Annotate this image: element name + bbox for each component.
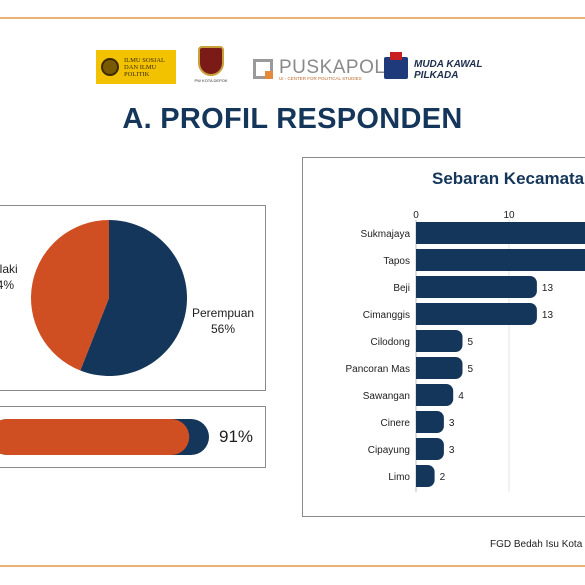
gender-pie-chart (30, 220, 187, 376)
kecamatan-chart-title: Sebaran Kecamata (432, 169, 585, 188)
category-label: Sawangan (363, 391, 410, 402)
bar-base (416, 384, 424, 406)
puskapol-logo: PUSKAPOL UI - CENTER FOR POLITICAL STUDI… (253, 57, 385, 85)
bar-base (416, 276, 424, 298)
progress-fill (0, 419, 190, 455)
bar-sukmajaya (416, 222, 585, 244)
bar-base (416, 303, 424, 325)
pie-slice-0 (80, 220, 187, 376)
pw-logo-caption: PW KOTA DEPOK (194, 78, 228, 83)
category-label: Limo (388, 472, 410, 483)
puskapol-name: PUSKAPOL (279, 57, 386, 78)
pie-slice-name: i-laki (0, 262, 18, 276)
pie-slice-name: Perempuan (192, 306, 255, 320)
category-label: Cimanggis (363, 310, 410, 321)
fisip-logo: ILMU SOSIAL DAN ILMU POLITIK (96, 50, 176, 84)
bar-value-label: 4 (458, 391, 464, 402)
pie-label-perempuan: Perempuan 56% (192, 305, 254, 337)
bar-value-label: 5 (468, 337, 474, 348)
muda-kawal-pilkada-logo: MUDA KAWAL PILKADA (384, 52, 484, 83)
gender-pie-panel: Perempuan 56% i-laki 4% (0, 205, 266, 391)
pie-slice-pct: 56% (211, 322, 236, 336)
pie-label-laki-laki: i-laki 4% (0, 261, 18, 293)
bar-base (416, 357, 424, 379)
bar-value-label: 3 (449, 418, 455, 429)
page-title: A. PROFIL RESPONDEN (122, 103, 463, 135)
bar-value-label: 5 (468, 364, 474, 375)
puskapol-subtitle: UI - CENTER FOR POLITICAL STUDIES (279, 76, 362, 81)
bar-base (416, 438, 424, 460)
bar-value-label: 13 (542, 283, 554, 294)
bar-sawangan (416, 384, 454, 406)
pw-kota-depok-logo: PW KOTA DEPOK (192, 46, 230, 88)
top-rule (0, 17, 585, 19)
footer-text: FGD Bedah Isu Kota (490, 539, 583, 550)
bar-base (416, 222, 424, 244)
category-label: Cipayung (368, 445, 410, 456)
category-label: Cinere (381, 418, 411, 429)
bar-base (416, 411, 424, 433)
bar-pancoran-mas (416, 357, 463, 379)
university-seal-icon (101, 58, 119, 76)
progress-panel (0, 406, 266, 468)
x-tick-label: 0 (413, 210, 419, 221)
category-label: Pancoran Mas (346, 364, 410, 375)
pie-slice-1 (30, 220, 110, 371)
bar-base (416, 330, 424, 352)
bar-value-label: 2 (440, 472, 446, 483)
category-label: Cilodong (371, 337, 410, 348)
category-label: Sukmajaya (361, 229, 411, 240)
x-tick-label: 10 (503, 210, 515, 221)
bar-value-label: 13 (542, 310, 554, 321)
bar-cilodong (416, 330, 463, 352)
bar-value-label: 3 (449, 445, 455, 456)
muda-logo-line1: MUDA KAWAL (414, 59, 483, 70)
category-label: Tapos (383, 256, 410, 267)
kecamatan-bar-chart: 0 10 Sukmajaya Tapos Beji 13 Cimanggis 13 Cilodo… (346, 210, 585, 492)
bottom-rule (0, 565, 585, 567)
bar-cimanggis (416, 303, 537, 325)
bar-base (416, 249, 424, 271)
kecamatan-chart-panel: 0 10 Sukmajaya Tapos Beji 13 Cimanggis 13 Cilodo… (302, 157, 585, 517)
pie-slice-pct: 4% (0, 278, 14, 292)
bar-beji (416, 276, 537, 298)
progress-percent-label: 91% (219, 427, 254, 446)
bar-tapos (416, 249, 585, 271)
ballot-box-icon (384, 52, 408, 79)
category-label: Beji (393, 283, 410, 294)
muda-logo-line2: PILKADA (414, 70, 459, 81)
puskapol-mark-icon (253, 59, 273, 79)
bar-base (416, 465, 424, 487)
shield-icon (198, 46, 224, 76)
progress-bar (0, 419, 209, 455)
fisip-logo-text: ILMU SOSIAL DAN ILMU POLITIK (124, 56, 165, 78)
